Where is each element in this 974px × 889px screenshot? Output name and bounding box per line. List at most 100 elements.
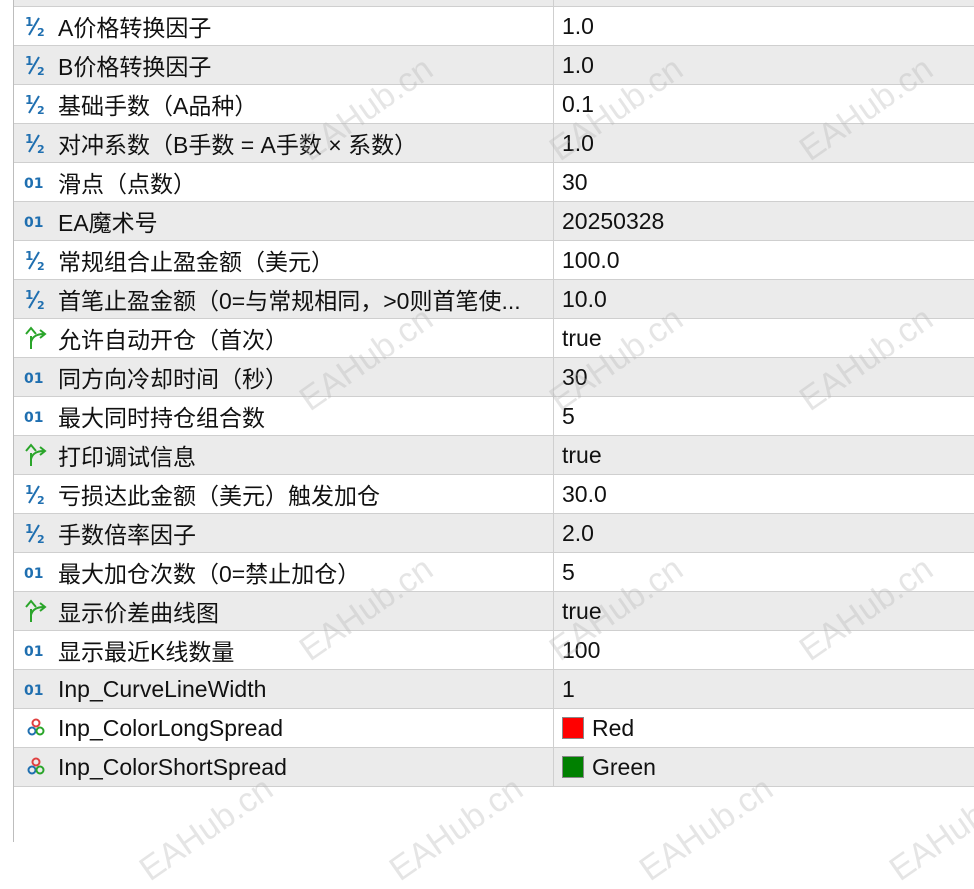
parameter-cell: Inp_ColorLongSpread [14,709,554,747]
value-cell[interactable]: 1.0 [554,124,974,162]
parameter-name: 滑点（点数） [58,171,196,197]
parameter-name: 首笔止盈金额（0=与常规相同，>0则首笔使... [58,288,521,314]
table-row[interactable]: 01 EA魔术号 20250328 [14,202,974,241]
value-cell[interactable]: true [554,592,974,630]
svg-text:1: 1 [25,288,33,302]
table-row[interactable]: 1 2 亏损达此金额（美元）触发加仓 30.0 [14,475,974,514]
parameter-value[interactable]: 5 [562,558,575,585]
color-swatch[interactable] [562,717,584,739]
value-cell[interactable]: Green [554,748,974,786]
table-row[interactable]: 01 最大加仓次数（0=禁止加仓） 5 [14,553,974,592]
parameter-name: 亏损达此金额（美元）触发加仓 [58,483,380,509]
table-row[interactable]: Inp_ColorShortSpread Green [14,748,974,787]
table-row[interactable]: 1 2 常规组合止盈金额（美元） 100.0 [14,241,974,280]
parameter-value[interactable]: 20250328 [562,207,665,234]
parameter-value[interactable]: Green [592,753,656,780]
parameter-value[interactable]: 30 [562,363,588,390]
parameter-cell: 01 Inp_CurveLineWidth [14,670,554,708]
table-row[interactable]: Inp_ColorLongSpread Red [14,709,974,748]
parameter-value[interactable]: 2.0 [562,519,594,546]
table-row[interactable]: 1 2 A价格转换因子 1.0 [14,7,974,46]
svg-text:2: 2 [37,533,45,544]
parameter-value[interactable]: 30 [562,168,588,195]
svg-text:01: 01 [24,215,43,231]
parameter-name: Inp_ColorLongSpread [58,714,284,741]
value-cell[interactable]: Red [554,709,974,747]
parameter-value[interactable]: 100 [562,636,601,663]
value-cell[interactable]: true [554,319,974,357]
svg-text:2: 2 [37,260,45,271]
table-row[interactable]: 1 2 手数倍率因子 2.0 [14,514,974,553]
parameter-cell: 01 最大加仓次数（0=禁止加仓） [14,553,554,591]
svg-text:01: 01 [24,176,43,192]
parameter-value[interactable]: true [562,597,602,624]
value-cell[interactable]: 20250328 [554,202,974,240]
parameter-value[interactable]: 1 [562,675,575,702]
bool-icon [14,443,58,467]
integer-icon: 01 [14,561,58,583]
table-row[interactable]: 允许自动开仓（首次） true [14,319,974,358]
parameter-name: EA魔术号 [58,210,158,236]
parameter-cell: 允许自动开仓（首次） [14,319,554,357]
svg-text:1: 1 [25,15,33,29]
svg-text:01: 01 [24,644,43,660]
color-icon [14,756,58,778]
table-row[interactable]: 显示价差曲线图 true [14,592,974,631]
parameter-value[interactable]: 5 [562,402,575,429]
table-row[interactable]: 1 2 对冲系数（B手数 = A手数 × 系数） 1.0 [14,124,974,163]
parameter-cell: 显示价差曲线图 [14,592,554,630]
parameter-value[interactable]: true [562,441,602,468]
value-cell[interactable]: 100 [554,631,974,669]
table-row[interactable]: 打印调试信息 true [14,436,974,475]
table-row[interactable]: 01 最大同时持仓组合数 5 [14,397,974,436]
integer-icon: 01 [14,210,58,232]
integer-icon: 01 [14,405,58,427]
svg-text:2: 2 [37,143,45,154]
table-row[interactable]: 12 [14,0,974,7]
value-cell[interactable]: 1.0 [554,46,974,84]
value-cell[interactable]: 2.0 [554,514,974,552]
color-swatch[interactable] [562,756,584,778]
table-row[interactable]: 1 2 B价格转换因子 1.0 [14,46,974,85]
value-cell[interactable]: 30.0 [554,475,974,513]
value-cell[interactable]: true [554,436,974,474]
parameter-name: B价格转换因子 [58,54,212,80]
parameter-value[interactable]: 10.0 [562,285,607,312]
svg-text:01: 01 [24,566,43,582]
parameter-value[interactable]: 1.0 [562,12,594,39]
parameter-value[interactable]: 1.0 [562,51,594,78]
parameter-value[interactable]: true [562,324,602,351]
value-cell[interactable]: 1 [554,670,974,708]
table-row[interactable]: 1 2 基础手数（A品种） 0.1 [14,85,974,124]
parameter-value[interactable]: 100.0 [562,246,620,273]
parameter-cell: 1 2 手数倍率因子 [14,514,554,552]
svg-text:01: 01 [24,410,43,426]
value-cell[interactable]: 30 [554,163,974,201]
value-cell[interactable]: 5 [554,553,974,591]
parameter-value[interactable]: 0.1 [562,90,594,117]
parameter-name: A价格转换因子 [58,15,212,41]
value-cell[interactable]: 10.0 [554,280,974,318]
table-row[interactable]: 01 显示最近K线数量 100 [14,631,974,670]
parameter-value[interactable]: 1.0 [562,129,594,156]
parameter-value[interactable]: Red [592,714,635,741]
value-cell[interactable]: 0.1 [554,85,974,123]
parameter-name: 打印调试信息 [58,444,196,470]
parameter-name: 常规组合止盈金额（美元） [58,249,334,275]
value-cell[interactable] [554,0,974,6]
svg-text:2: 2 [37,494,45,505]
value-cell[interactable]: 100.0 [554,241,974,279]
parameter-cell: 打印调试信息 [14,436,554,474]
value-cell[interactable]: 30 [554,358,974,396]
table-row[interactable]: 01 Inp_CurveLineWidth 1 [14,670,974,709]
value-cell[interactable]: 5 [554,397,974,435]
value-cell[interactable]: 1.0 [554,7,974,45]
table-row[interactable]: 01 滑点（点数） 30 [14,163,974,202]
svg-text:2: 2 [37,65,45,76]
table-row[interactable]: 01 同方向冷却时间（秒） 30 [14,358,974,397]
parameter-value[interactable]: 30.0 [562,480,607,507]
table-row[interactable]: 1 2 首笔止盈金额（0=与常规相同，>0则首笔使... 10.0 [14,280,974,319]
